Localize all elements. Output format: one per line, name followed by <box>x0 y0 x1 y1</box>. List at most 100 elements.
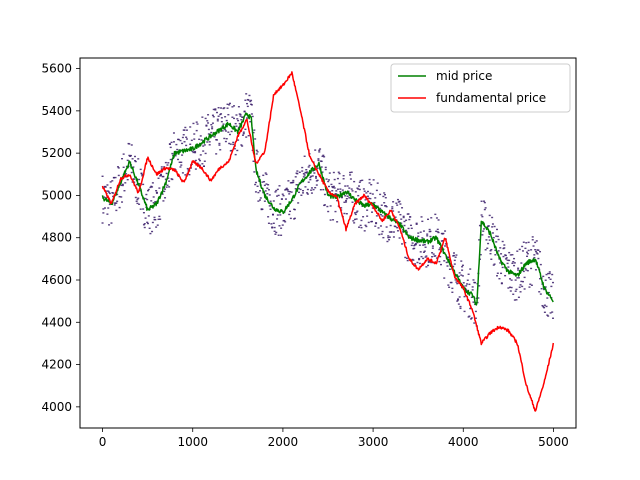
quote-marker <box>284 198 287 200</box>
quote-marker <box>154 200 157 203</box>
quote-marker <box>256 151 259 153</box>
quote-marker <box>495 235 498 237</box>
quote-marker <box>534 269 537 271</box>
quote-marker <box>524 247 527 250</box>
quote-marker <box>223 137 226 140</box>
quote-marker <box>479 253 482 256</box>
quote-marker <box>480 214 483 216</box>
quote-marker <box>276 218 279 220</box>
quote-marker <box>240 144 243 146</box>
quote-marker <box>382 236 385 239</box>
quote-marker <box>183 141 186 143</box>
quote-marker <box>491 216 494 219</box>
quote-marker <box>257 191 260 194</box>
quote-marker <box>342 175 345 177</box>
quote-marker <box>220 107 223 109</box>
quote-marker <box>133 178 136 180</box>
quote-marker <box>391 206 394 208</box>
quote-marker <box>308 164 311 167</box>
quote-marker <box>358 185 361 187</box>
quote-marker <box>420 216 423 218</box>
quote-marker <box>146 221 149 224</box>
quote-marker <box>342 178 345 180</box>
quote-marker <box>382 195 385 198</box>
quote-marker <box>522 270 525 273</box>
quote-marker <box>384 197 387 199</box>
quote-marker <box>389 224 392 227</box>
quote-marker <box>500 282 503 284</box>
quote-marker <box>242 131 245 133</box>
quote-marker <box>470 317 473 319</box>
quote-marker <box>437 219 440 221</box>
quote-marker <box>516 250 519 252</box>
y-tick-label: 5400 <box>41 104 72 118</box>
quote-marker <box>483 201 486 204</box>
quote-marker <box>269 200 272 202</box>
quote-marker <box>136 198 139 201</box>
quote-marker <box>514 290 517 292</box>
quote-marker <box>529 283 532 285</box>
quote-marker <box>204 152 207 155</box>
quote-marker <box>266 187 269 189</box>
legend-box <box>390 63 571 113</box>
quote-marker <box>259 197 262 199</box>
quote-marker <box>504 258 507 260</box>
quote-marker <box>268 194 271 196</box>
quote-marker <box>402 216 405 219</box>
quote-marker <box>261 208 264 211</box>
quote-marker <box>398 237 401 239</box>
quote-marker <box>256 185 259 187</box>
quote-marker <box>315 175 318 178</box>
quote-marker <box>155 226 158 228</box>
quote-marker <box>261 181 264 183</box>
quote-marker <box>283 219 286 222</box>
quote-marker <box>327 179 330 181</box>
quote-marker <box>203 160 206 162</box>
quote-marker <box>314 186 317 189</box>
quote-marker <box>146 198 149 201</box>
quote-marker <box>504 254 507 257</box>
quote-marker <box>500 272 503 275</box>
quote-marker <box>467 316 470 318</box>
quote-marker <box>292 179 295 182</box>
quote-marker <box>526 253 529 255</box>
quote-marker <box>383 193 386 196</box>
quote-marker <box>245 136 248 138</box>
quote-marker <box>206 120 209 122</box>
quote-marker <box>483 200 486 202</box>
quote-marker <box>172 132 175 134</box>
quote-marker <box>158 187 161 189</box>
quote-marker <box>369 192 372 195</box>
quote-marker <box>437 231 440 234</box>
quote-marker <box>279 203 282 205</box>
quote-marker <box>414 263 417 265</box>
quote-marker <box>138 189 141 192</box>
quote-marker <box>223 107 226 109</box>
quote-marker <box>454 279 457 281</box>
quote-marker <box>379 193 382 196</box>
quote-marker <box>200 139 203 141</box>
quote-marker <box>135 183 138 186</box>
quote-marker <box>366 209 369 211</box>
quote-marker <box>123 190 126 192</box>
quote-marker <box>171 152 174 155</box>
quote-marker <box>121 158 124 160</box>
quote-marker <box>237 106 240 108</box>
quote-marker <box>195 129 198 132</box>
quote-marker <box>409 224 412 227</box>
quote-marker <box>147 215 150 217</box>
quote-marker <box>487 225 490 227</box>
quote-marker <box>396 204 399 206</box>
quote-marker <box>320 160 323 163</box>
quote-marker <box>430 261 433 264</box>
quote-marker <box>222 123 225 125</box>
x-axis-ticks: 0 1000 2000 3000 4000 5000 <box>99 428 569 449</box>
quote-marker <box>344 185 347 187</box>
quote-marker <box>121 183 124 186</box>
quote-marker <box>430 217 433 219</box>
quote-marker <box>162 200 165 202</box>
quote-marker <box>492 236 495 239</box>
quote-marker <box>257 200 260 202</box>
quote-marker <box>521 280 524 283</box>
quote-marker <box>262 174 265 177</box>
